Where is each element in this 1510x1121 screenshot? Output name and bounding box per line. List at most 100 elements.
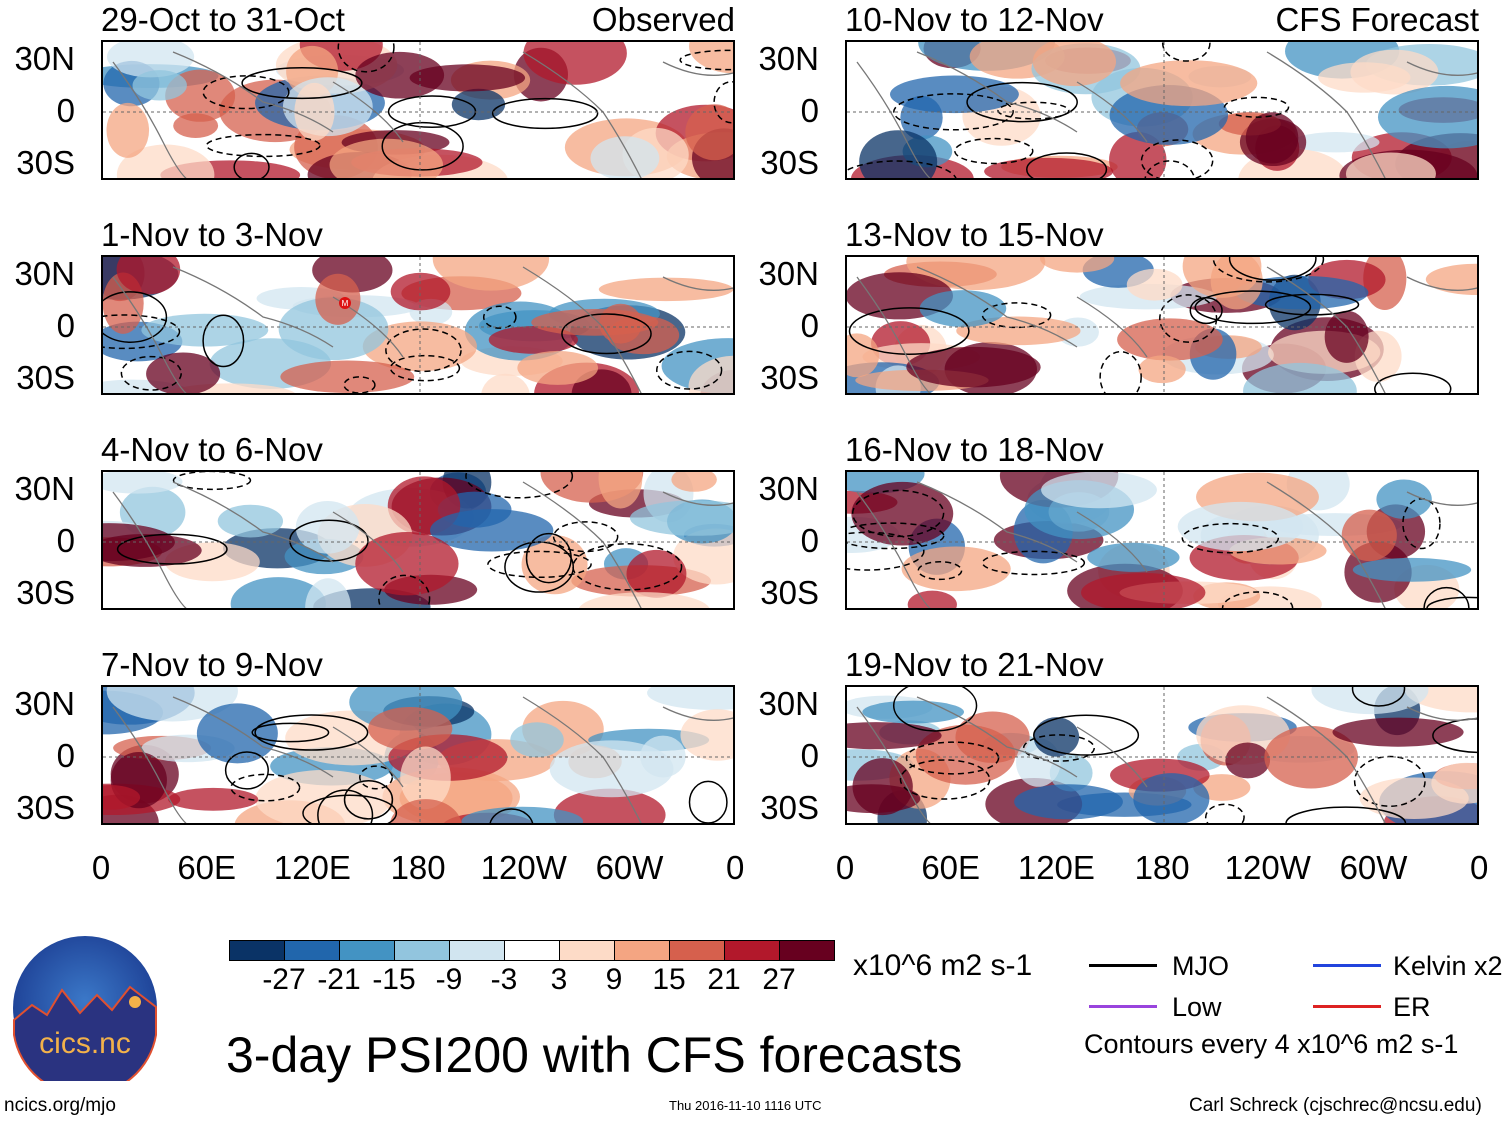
lon-label: 0 <box>835 849 855 886</box>
lat-label: 30N <box>758 685 819 722</box>
anomaly-shading <box>907 590 957 608</box>
mjo-contour <box>202 75 290 110</box>
mjo-contour <box>1426 596 1477 608</box>
colorbar-units: x10^6 m2 s-1 <box>853 949 1033 982</box>
anomaly-shading <box>488 326 578 354</box>
anomaly-shading <box>1117 318 1223 361</box>
mjo-contour <box>465 472 574 499</box>
lon-label: 0 <box>1470 849 1489 886</box>
mjo-contour <box>504 541 575 593</box>
anomaly-shading <box>1225 742 1271 779</box>
anomaly-shading <box>1014 784 1123 820</box>
anomaly-shading <box>1350 49 1439 95</box>
colorbar-label: 27 <box>762 963 796 996</box>
anomaly-shading <box>915 724 1016 785</box>
lat-label: 30N <box>14 685 75 722</box>
mjo-contour <box>343 780 394 820</box>
lon-label: 120E <box>273 849 351 886</box>
colorbar-swatch <box>559 940 615 961</box>
anomaly-shading <box>329 138 443 178</box>
anomaly-shading <box>305 578 351 608</box>
mjo-contour <box>103 291 168 343</box>
mjo-contour <box>1223 96 1290 118</box>
anomaly-shading <box>451 88 506 121</box>
anomaly-shading <box>1352 557 1472 582</box>
anomaly-shading <box>847 784 921 813</box>
mjo-contour <box>1033 714 1140 756</box>
mjo-contour <box>378 574 431 608</box>
colorbar-label: -27 <box>262 963 306 996</box>
colorbar-label: -3 <box>490 963 518 996</box>
anomaly-shading <box>598 472 643 509</box>
anomaly-shading <box>859 130 938 178</box>
map-panel <box>101 40 735 180</box>
mjo-contour <box>337 42 395 73</box>
panel-title: 19-Nov to 21-Nov <box>845 646 1104 683</box>
legend-mjo: MJO <box>1172 951 1229 981</box>
anomaly-shading <box>1332 717 1464 747</box>
anomaly-shading <box>1120 60 1258 107</box>
colorbar-swatch <box>724 940 780 961</box>
panel-title: 13-Nov to 15-Nov <box>845 216 1104 253</box>
lon-label: 0 <box>726 849 745 886</box>
anomaly-shading <box>481 373 530 393</box>
contour-interval-note: Contours every 4 x10^6 m2 s-1 <box>1084 1029 1459 1059</box>
anomaly-shading <box>1245 112 1299 164</box>
mjo-contour <box>359 765 394 790</box>
mjo-contour <box>116 533 228 565</box>
colorbar-swatch <box>449 940 505 961</box>
mjo-contour <box>224 751 269 790</box>
anomaly-shading <box>599 303 642 344</box>
lat-label: 30S <box>760 144 819 181</box>
anomaly-shading <box>1138 355 1186 384</box>
anomaly-shading <box>510 722 564 758</box>
mjo-contour <box>892 687 978 732</box>
mjo-contour <box>302 794 398 823</box>
mjo-contour <box>552 521 619 553</box>
lat-label: 30N <box>758 255 819 292</box>
lon-label: 0 <box>91 849 111 886</box>
lat-label: 0 <box>56 92 75 129</box>
anomaly-shading <box>1377 85 1477 149</box>
mjo-contour <box>893 93 1014 131</box>
mjo-contour <box>1212 257 1325 283</box>
low-line-swatch <box>1089 1005 1157 1008</box>
legend-er: ER <box>1393 992 1431 1022</box>
anomaly-shading <box>106 42 195 78</box>
anomaly-shading <box>389 799 462 823</box>
footer-url[interactable]: ncics.org/mjo <box>4 1095 116 1116</box>
mjo-contour <box>848 307 970 355</box>
panel-title: 16-Nov to 18-Nov <box>845 431 1104 468</box>
anomaly-shading <box>390 272 451 311</box>
anomaly-shading <box>553 788 666 823</box>
mjo-contour <box>1194 290 1312 325</box>
mjo-contour <box>954 137 1034 165</box>
anomaly-shading <box>1311 687 1429 715</box>
map-panel <box>845 470 1479 610</box>
lon-label: 60E <box>921 849 981 886</box>
anomaly-shading <box>116 144 215 178</box>
lon-label: 120W <box>480 849 567 886</box>
anomaly-shading <box>106 102 150 158</box>
mjo-contour <box>847 531 925 571</box>
mjo-contour <box>905 741 1000 775</box>
map-panel <box>101 685 735 825</box>
map-panel <box>101 470 735 610</box>
anomaly-shading <box>1126 268 1183 301</box>
mjo-contour <box>1221 591 1294 608</box>
lat-label: 30S <box>760 574 819 611</box>
lon-label: 180 <box>390 849 446 886</box>
colorbar-swatch <box>284 940 340 961</box>
lat-label: 30S <box>760 789 819 826</box>
mjo-contour <box>385 328 462 373</box>
anomaly-shading <box>355 51 445 99</box>
lon-label: 120E <box>1017 849 1095 886</box>
mjo-contour <box>230 773 301 802</box>
mjo-contour <box>1159 294 1218 343</box>
mjo-contour <box>205 133 321 158</box>
mjo-line-swatch <box>1089 964 1157 967</box>
anomaly-shading <box>132 70 187 101</box>
mjo-contour <box>966 81 1078 123</box>
mjo-contour <box>847 160 957 178</box>
mjo-contour <box>487 550 592 579</box>
